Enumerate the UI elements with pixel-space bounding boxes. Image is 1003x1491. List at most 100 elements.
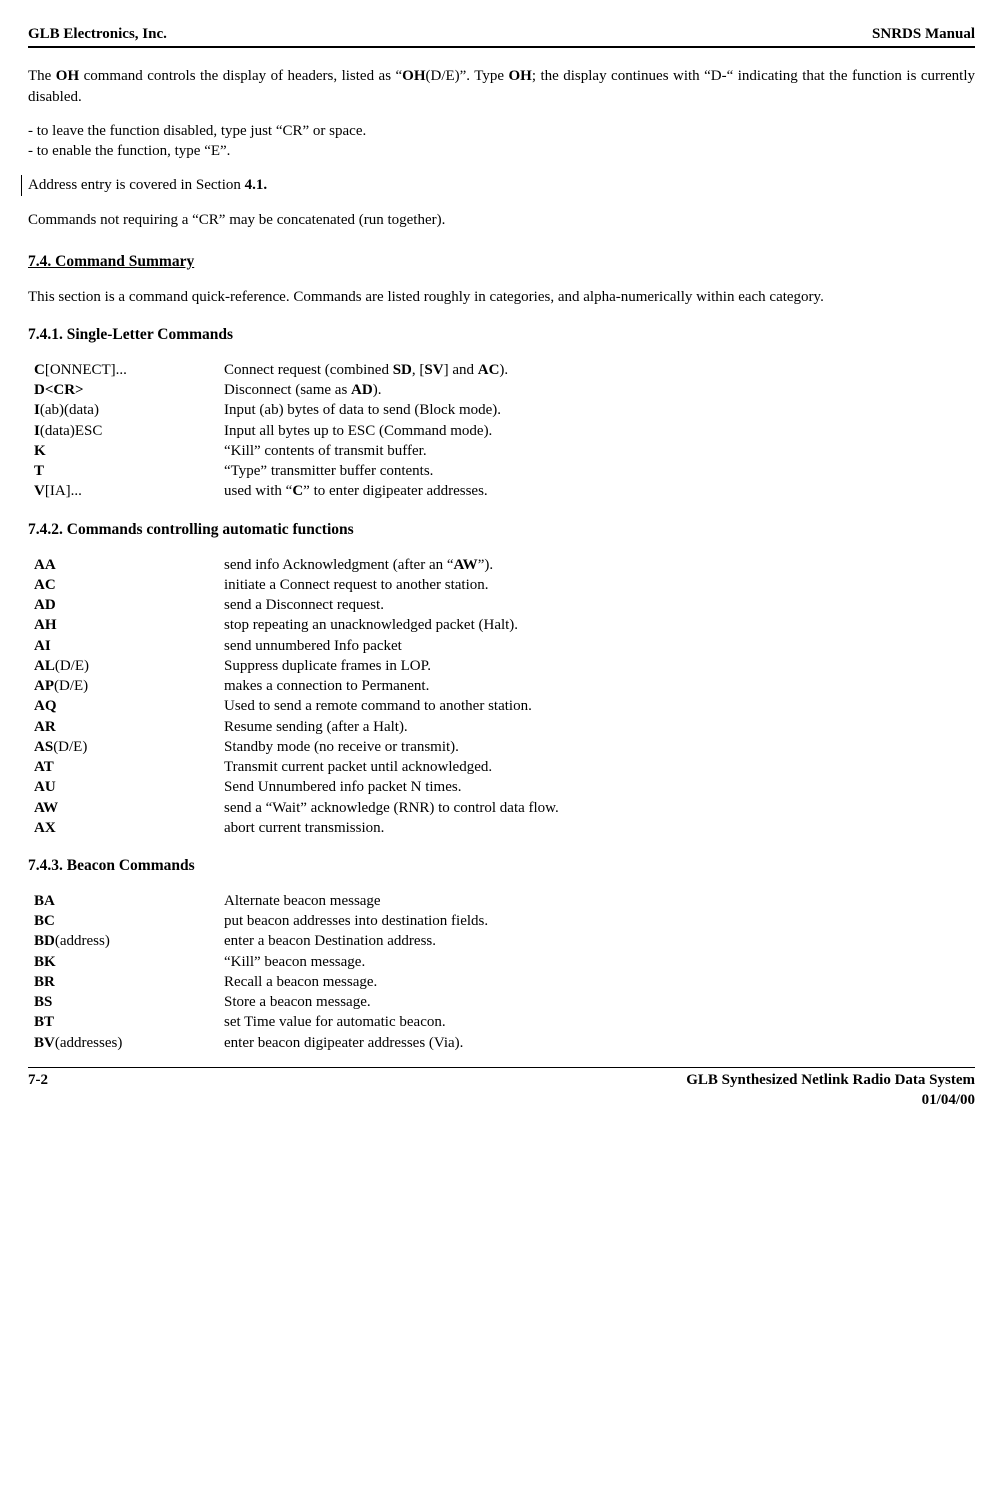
- command-name: AP(D/E): [34, 676, 224, 696]
- text: initiate a Connect request to another st…: [224, 577, 489, 593]
- command-description: put beacon addresses into destination fi…: [224, 911, 975, 931]
- intro-line-1: - to leave the function disabled, type j…: [28, 121, 975, 141]
- command-name: I(data)ESC: [34, 421, 224, 441]
- command-description: “Type” transmitter buffer contents.: [224, 461, 975, 481]
- text: ”).: [478, 557, 493, 573]
- command-name: AS(D/E): [34, 737, 224, 757]
- text: send a “Wait” acknowledge (RNR) to contr…: [224, 800, 559, 816]
- text: send unnumbered Info packet: [224, 638, 402, 654]
- command-row: AX abort current transmission.: [34, 818, 975, 838]
- bold-text: BC: [34, 913, 55, 929]
- text: enter beacon digipeater addresses (Via).: [224, 1035, 463, 1051]
- text: (addresses): [55, 1035, 122, 1051]
- command-description: enter beacon digipeater addresses (Via).: [224, 1033, 975, 1053]
- command-row: AI send unnumbered Info packet: [34, 636, 975, 656]
- command-row: AS(D/E)Standby mode (no receive or trans…: [34, 737, 975, 757]
- command-description: send info Acknowledgment (after an “AW”)…: [224, 555, 975, 575]
- command-row: I(ab)(data)Input (ab) bytes of data to s…: [34, 400, 975, 420]
- page-footer: 7-2 GLB Synthesized Netlink Radio Data S…: [28, 1070, 975, 1111]
- text: [IA]...: [45, 483, 82, 499]
- text: Standby mode (no receive or transmit).: [224, 739, 459, 755]
- command-name: BA: [34, 891, 224, 911]
- bold-text: BS: [34, 994, 52, 1010]
- bold-text: AC: [34, 577, 56, 593]
- bold-text: AC: [478, 362, 500, 378]
- text: set Time value for automatic beacon.: [224, 1014, 446, 1030]
- text: Resume sending (after a Halt).: [224, 719, 408, 735]
- intro-paragraph-2: Address entry is covered in Section 4.1.: [21, 175, 975, 195]
- command-name: BK: [34, 952, 224, 972]
- text: (data)ESC: [40, 423, 102, 439]
- text: Connect request (combined: [224, 362, 393, 378]
- bold-text: AT: [34, 759, 54, 775]
- beacon-commands-table: BAAlternate beacon message BC put beacon a…: [34, 891, 975, 1053]
- command-row: T“Type” transmitter buffer contents.: [34, 461, 975, 481]
- command-description: Input all bytes up to ESC (Command mode)…: [224, 421, 975, 441]
- command-name: D<CR>: [34, 380, 224, 400]
- command-description: Disconnect (same as AD).: [224, 380, 975, 400]
- command-description: abort current transmission.: [224, 818, 975, 838]
- bold-text: AD: [351, 382, 373, 398]
- command-name: AH: [34, 615, 224, 635]
- text: enter a beacon Destination address.: [224, 933, 436, 949]
- text: Input all bytes up to ESC (Command mode)…: [224, 423, 492, 439]
- command-description: Alternate beacon message: [224, 891, 975, 911]
- bold-text: BR: [34, 974, 55, 990]
- bold-text: BK: [34, 954, 56, 970]
- command-row: AAsend info Acknowledgment (after an “AW…: [34, 555, 975, 575]
- command-description: Send Unnumbered info packet N times.: [224, 777, 975, 797]
- command-name: I(ab)(data): [34, 400, 224, 420]
- command-name: AT: [34, 757, 224, 777]
- bold-text: K: [34, 443, 46, 459]
- section-7-4-1-title: 7.4.1. Single-Letter Commands: [28, 325, 975, 346]
- text: Transmit current packet until acknowledg…: [224, 759, 492, 775]
- intro-paragraph-3: Commands not requiring a “CR” may be con…: [28, 210, 975, 230]
- header-right: SNRDS Manual: [872, 24, 975, 44]
- bold-text: AQ: [34, 698, 57, 714]
- text: abort current transmission.: [224, 820, 384, 836]
- text: Alternate beacon message: [224, 893, 381, 909]
- command-name: K: [34, 441, 224, 461]
- bold-text: AW: [454, 557, 478, 573]
- text: (D/E): [54, 678, 88, 694]
- command-name: AD: [34, 595, 224, 615]
- bold-text: AS: [34, 739, 53, 755]
- bold-text: BD: [34, 933, 55, 949]
- bold-text: OH: [402, 68, 425, 84]
- section-7-4-3-title: 7.4.3. Beacon Commands: [28, 856, 975, 877]
- command-name: AX: [34, 818, 224, 838]
- text: send info Acknowledgment (after an “: [224, 557, 454, 573]
- bold-text: AL: [34, 658, 55, 674]
- command-row: BC put beacon addresses into destination …: [34, 911, 975, 931]
- text: makes a connection to Permanent.: [224, 678, 429, 694]
- command-row: D<CR> Disconnect (same as AD).: [34, 380, 975, 400]
- command-description: Used to send a remote command to another…: [224, 696, 975, 716]
- bold-text: AH: [34, 617, 57, 633]
- bold-text: AP: [34, 678, 54, 694]
- command-description: Recall a beacon message.: [224, 972, 975, 992]
- bold-text: BV: [34, 1035, 55, 1051]
- intro-paragraph-1: The OH command controls the display of h…: [28, 66, 975, 107]
- command-name: AL(D/E): [34, 656, 224, 676]
- footer-right: GLB Synthesized Netlink Radio Data Syste…: [686, 1070, 975, 1111]
- text: “Kill” beacon message.: [224, 954, 365, 970]
- command-description: Suppress duplicate frames in LOP.: [224, 656, 975, 676]
- command-row: I(data)ESCInput all bytes up to ESC (Com…: [34, 421, 975, 441]
- section-7-4-title: 7.4. Command Summary: [28, 252, 975, 273]
- text: Store a beacon message.: [224, 994, 371, 1010]
- bold-text: D<CR>: [34, 382, 84, 398]
- text: command controls the display of headers,…: [79, 68, 402, 84]
- automatic-function-commands-table: AAsend info Acknowledgment (after an “AW…: [34, 555, 975, 839]
- command-name: BS: [34, 992, 224, 1012]
- command-description: Store a beacon message.: [224, 992, 975, 1012]
- bold-text: AI: [34, 638, 51, 654]
- intro-line-2: - to enable the function, type “E”.: [28, 141, 975, 161]
- footer-right-line2: 01/04/00: [922, 1092, 975, 1108]
- command-name: T: [34, 461, 224, 481]
- command-row: AP(D/E)makes a connection to Permanent.: [34, 676, 975, 696]
- command-description: initiate a Connect request to another st…: [224, 575, 975, 595]
- command-name: BR: [34, 972, 224, 992]
- command-row: BAAlternate beacon message: [34, 891, 975, 911]
- command-row: AL(D/E)Suppress duplicate frames in LOP.: [34, 656, 975, 676]
- bold-text: AX: [34, 820, 56, 836]
